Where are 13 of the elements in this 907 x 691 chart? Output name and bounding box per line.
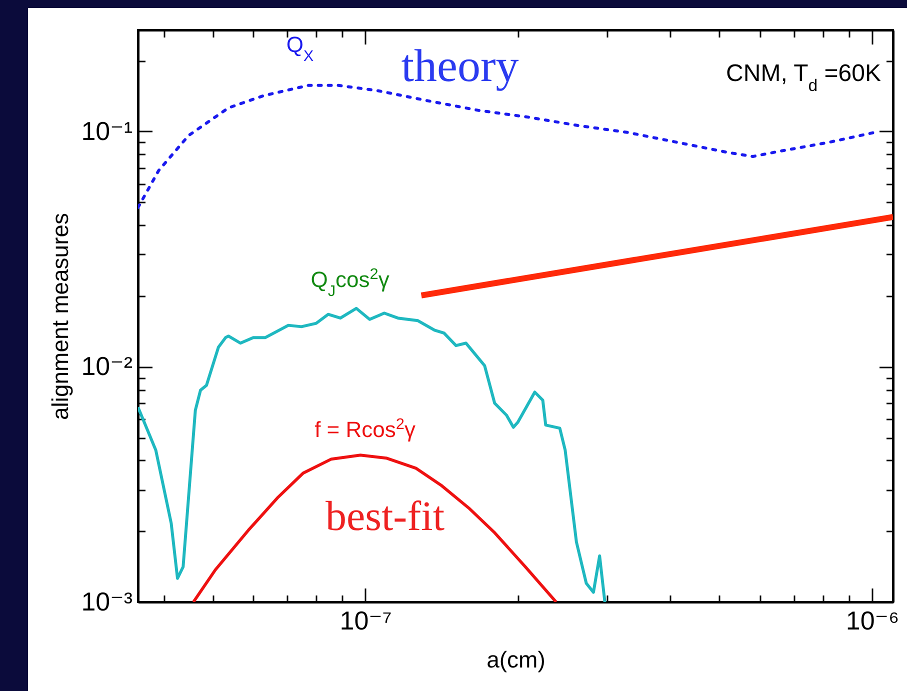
x-tick-label: 10⁻⁶ — [846, 606, 900, 636]
y-tick-label: 10⁻¹ — [81, 116, 133, 146]
annotation: CNM, T$_{d}$ =60K — [726, 60, 881, 94]
annotation: f = Rcos$^{2}$γ — [314, 416, 416, 442]
annotation: best-fit — [326, 494, 445, 540]
annotation: Q$_{X}$ — [286, 32, 314, 64]
y-axis-title: alignment measures — [47, 212, 74, 420]
annotation: theory — [401, 40, 519, 91]
y-tick-label: 10⁻³ — [81, 586, 133, 616]
y-tick-label: 10⁻² — [81, 351, 133, 382]
x-axis-title: a(cm) — [486, 646, 546, 672]
x-tick-label: 10⁻⁷ — [340, 606, 392, 636]
annotation: Q$_{J}$cos$^{2}$γ — [310, 266, 390, 300]
